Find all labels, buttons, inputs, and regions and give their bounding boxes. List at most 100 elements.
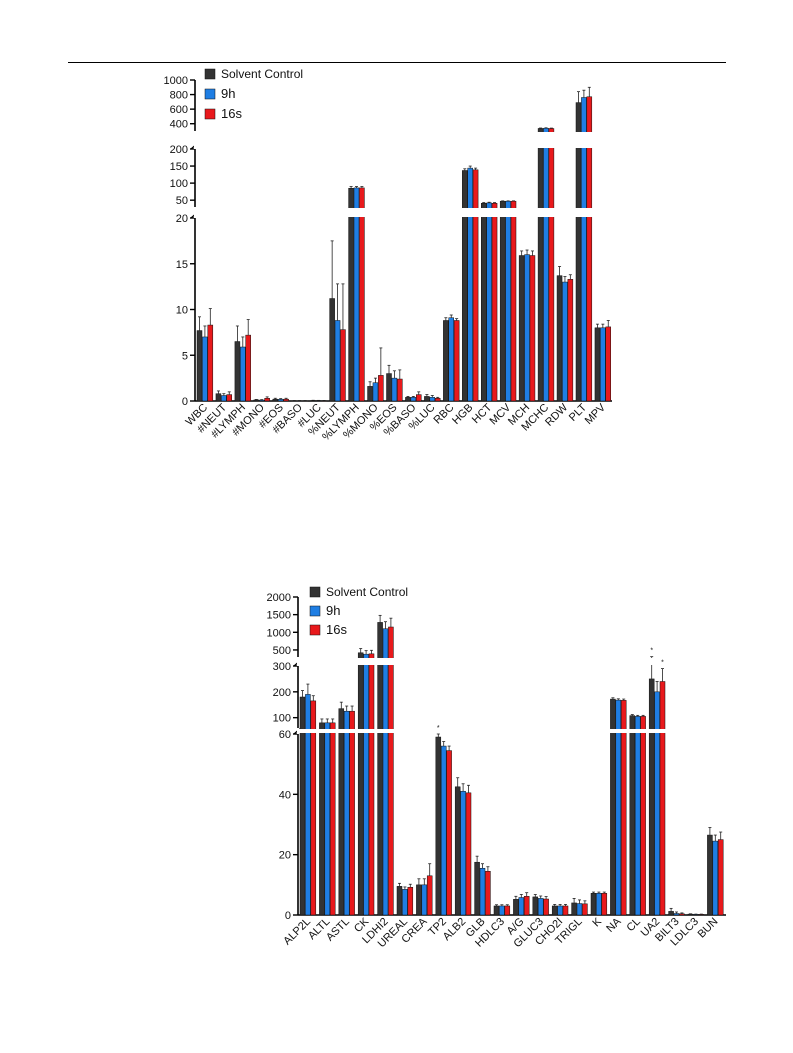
legend-swatch [309,624,321,636]
legend-swatch [309,605,321,617]
significance-mark: * [661,660,664,667]
bar-#NEUT-solvent-control [215,393,222,402]
bar-MPV-solvent-control [594,327,601,402]
bar-CREA-16s [426,875,433,916]
bar-%EOS-solvent-control [386,373,392,402]
significance-mark: * [437,725,440,732]
y-tick-label: 0 [182,396,188,408]
bar-RBC-16s [453,320,460,402]
y-tick-label: 500 [273,645,291,657]
bar-ALB2-9h [460,791,466,916]
legend-label: Solvent Control [326,585,408,599]
axis-break-gap [196,132,613,148]
bar-HGB-16s [472,169,479,402]
y-tick-label: 15 [176,259,188,271]
bar-ALTL-16s [329,722,336,916]
bar-WBC-9h [202,336,208,402]
bar-MCH-solvent-control [518,255,525,402]
x-category-label: K [590,915,604,929]
bar-A/G-9h [518,897,525,916]
legend-label: Solvent Control [221,67,303,81]
bar-%LUC-16s [434,398,441,402]
y-tick-label: 40 [279,789,291,801]
bar-%NEUT-solvent-control [329,298,335,402]
chart-1: 05101520501001502004006008001000WBC#NEUT… [164,67,613,443]
y-tick-label: 200 [170,144,188,156]
bar-ALB2-16s [465,792,472,916]
bar-ALB2-solvent-control [454,786,461,916]
bar-%EOS-9h [391,377,398,402]
bar-#EOS-solvent-control [272,398,279,402]
y-tick-label: 5 [182,350,188,362]
bar-UA2-9h [654,691,660,916]
bar-BUN-16s [717,839,724,916]
bar-WBC-16s [207,324,214,402]
bar-GLB-solvent-control [474,861,480,916]
bar-K-9h [596,893,602,916]
bar-CHO2I-9h [557,905,563,916]
bar-HCT-solvent-control [481,202,487,402]
bar-LDHI2-16s [388,626,394,916]
bar-#EOS-9h [277,399,284,402]
bar-#LYMPH-solvent-control [234,341,241,402]
bar-RBC-9h [448,317,454,402]
bar-RDW-solvent-control [556,275,563,402]
bar-TRIGL-16s [582,903,588,916]
bar-BILT3-16s [679,913,685,916]
bar-HDLC3-9h [499,905,505,916]
bar-RDW-16s [567,279,574,402]
bar-UREAL-9h [402,889,408,916]
legend-swatch [309,586,321,598]
bar-CHO2I-solvent-control [551,905,558,916]
y-tick-label: 20 [176,213,188,225]
bar-%LYMPH-9h [353,187,360,402]
axis-break-gap [299,729,727,733]
bar-UREAL-16s [407,886,414,916]
bar-GLUC3-9h [537,898,544,916]
bar-GLUC3-16s [543,898,549,916]
bar-ASTL-solvent-control [338,708,345,916]
bar-%LUC-solvent-control [424,396,430,402]
bar-%BASO-9h [410,397,417,402]
y-tick-label: 400 [170,119,188,131]
y-tick-label: 10 [176,305,188,317]
bar-ASTL-9h [343,710,350,916]
axis-break-gap [196,208,613,217]
x-category-label: BUN [696,916,721,941]
y-tick-label: 60 [279,729,291,741]
y-tick-label: 1000 [267,627,291,639]
bar-%NEUT-16s [340,329,346,402]
y-tick-label: 1000 [164,75,188,87]
bar-GLB-16s [485,871,491,916]
bar-#LYMPH-16s [245,334,251,402]
bar-HCT-16s [491,202,498,402]
bar-MCV-9h [505,200,511,402]
bar-UA2-16s [659,681,666,916]
chart-2: 0204060100200300500100015002000ALP2LALTL… [267,585,727,950]
x-category-label: NA [604,915,624,935]
bar-MCHC-solvent-control [537,128,544,402]
bar-BILT3-solvent-control [668,911,674,916]
bar-TRIGL-9h [576,903,583,916]
bar-ASTL-16s [349,710,355,916]
bar-CK-9h [363,653,369,916]
bar-MPV-16s [605,326,611,402]
bar-K-solvent-control [590,893,597,916]
bar-TP2-16s [446,750,452,916]
significance-mark: * [650,648,653,655]
bar-MCHC-9h [543,127,549,402]
bar-#NEUT-16s [226,394,232,402]
bar-ALTL-solvent-control [319,722,325,916]
bar-%BASO-16s [416,394,422,402]
legend-label: 9h [221,86,235,101]
bar-%LYMPH-16s [359,187,365,402]
bar-#LYMPH-9h [240,346,246,402]
bar-UREAL-solvent-control [396,886,403,916]
bar-RDW-9h [562,281,568,402]
bar-#NEUT-9h [221,395,227,402]
bar-CHO2I-16s [562,905,569,916]
y-tick-label: 50 [176,195,188,207]
bar-%LYMPH-solvent-control [348,187,354,402]
bar-WBC-solvent-control [196,330,203,402]
y-tick-label: 2000 [267,592,291,604]
